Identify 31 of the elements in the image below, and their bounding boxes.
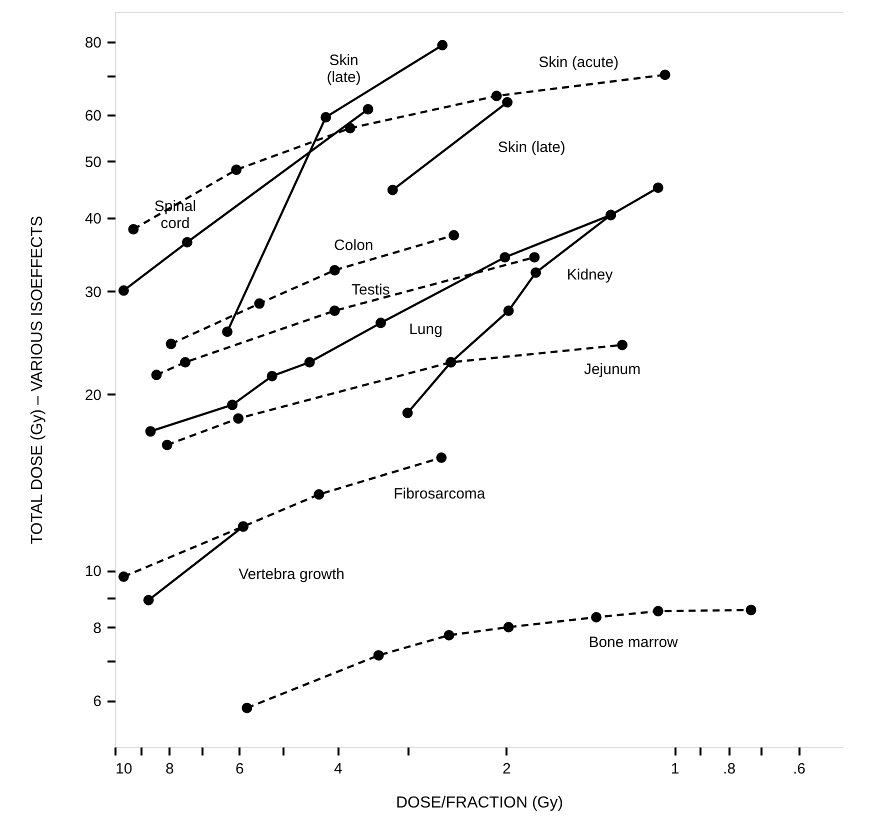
y-tick-label: 40 — [84, 210, 102, 228]
series-label: Skin (late) — [326, 52, 361, 86]
series-label: Kidney — [566, 266, 614, 284]
y-tick-label: 80 — [84, 34, 102, 52]
series-label: Colon — [334, 237, 374, 254]
y-tick-label: 60 — [84, 108, 102, 125]
x-tick-label: 6 — [235, 760, 244, 778]
series-label: Vertebra growth — [238, 566, 345, 584]
x-tick-label: 10 — [116, 760, 132, 778]
y-axis-title: TOTAL DOSE (Gy) – VARIOUS ISOEFFECTS — [28, 216, 46, 544]
series-label: Lung — [409, 320, 442, 338]
y-tick-label: 8 — [93, 620, 102, 637]
x-tick-label: .6 — [792, 760, 806, 778]
y-tick-label: 50 — [84, 154, 102, 171]
series-label: Spinal cord — [154, 198, 196, 232]
x-tick-label: .8 — [723, 760, 736, 778]
x-axis-title: DOSE/FRACTION (Gy) — [396, 794, 564, 812]
x-tick-label: 1 — [670, 760, 680, 778]
y-tick-label: 30 — [84, 284, 102, 301]
series-label: Skin (late) — [498, 138, 566, 156]
series-label: Bone marrow — [588, 634, 678, 652]
x-tick-label: 2 — [502, 760, 511, 778]
series-label: Jejunum — [584, 360, 641, 378]
y-tick-label: 10 — [84, 563, 102, 580]
y-tick-label: 20 — [84, 386, 102, 404]
series-label: Fibrosarcoma — [394, 486, 486, 503]
x-tick-label: 4 — [334, 760, 342, 778]
series-label: Skin (acute) — [538, 54, 619, 71]
x-tick-label: 8 — [166, 760, 174, 778]
y-tick-label: 6 — [93, 693, 102, 710]
series-label: Testis — [351, 282, 390, 299]
